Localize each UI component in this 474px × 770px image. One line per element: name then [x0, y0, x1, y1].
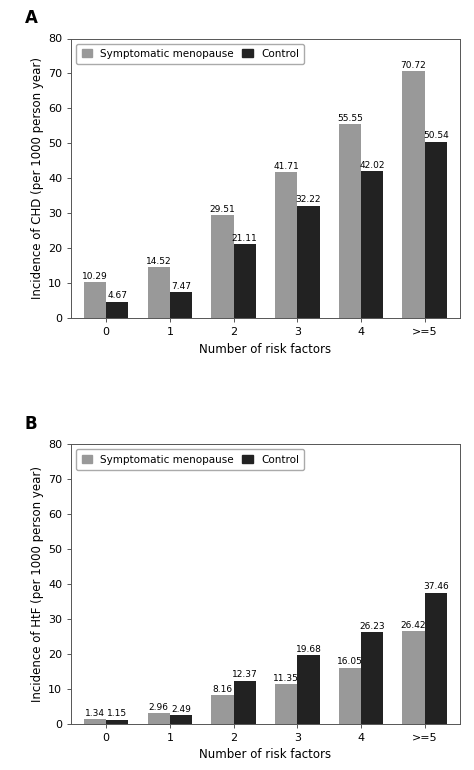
Text: 12.37: 12.37 [232, 670, 257, 679]
Bar [84, 283, 106, 318]
Text: 41.71: 41.71 [273, 162, 299, 171]
Text: 26.42: 26.42 [401, 621, 426, 630]
Bar [339, 668, 361, 724]
Bar [275, 172, 297, 318]
Bar [361, 632, 383, 724]
Bar [425, 593, 447, 724]
Text: 7.47: 7.47 [171, 282, 191, 291]
Text: 42.02: 42.02 [359, 161, 385, 170]
Text: 8.16: 8.16 [212, 685, 232, 694]
Text: 14.52: 14.52 [146, 257, 172, 266]
X-axis label: Number of risk factors: Number of risk factors [200, 748, 331, 762]
Text: 11.35: 11.35 [273, 674, 299, 683]
Text: 19.68: 19.68 [295, 644, 321, 654]
Text: 50.54: 50.54 [423, 131, 449, 140]
Bar [211, 215, 234, 318]
Text: 16.05: 16.05 [337, 658, 363, 666]
Bar [234, 681, 256, 724]
Text: 10.29: 10.29 [82, 272, 108, 281]
Bar [170, 292, 192, 318]
Text: 26.23: 26.23 [359, 621, 385, 631]
Text: 2.96: 2.96 [149, 703, 169, 712]
Text: 37.46: 37.46 [423, 582, 449, 591]
Bar [211, 695, 234, 724]
Text: 2.49: 2.49 [171, 705, 191, 714]
Text: 70.72: 70.72 [401, 61, 427, 69]
Text: 32.22: 32.22 [296, 195, 321, 204]
Text: 1.15: 1.15 [107, 709, 128, 718]
Bar [234, 244, 256, 318]
Bar [297, 655, 319, 724]
Bar [147, 714, 170, 724]
Y-axis label: Incidence of HtF (per 1000 person year): Incidence of HtF (per 1000 person year) [31, 466, 44, 702]
Text: 1.34: 1.34 [85, 708, 105, 718]
Bar [361, 171, 383, 318]
Text: 55.55: 55.55 [337, 114, 363, 122]
Bar [297, 206, 319, 318]
Bar [147, 267, 170, 318]
Bar [275, 684, 297, 724]
Legend: Symptomatic menopause, Control: Symptomatic menopause, Control [76, 44, 304, 64]
Legend: Symptomatic menopause, Control: Symptomatic menopause, Control [76, 449, 304, 470]
Text: 4.67: 4.67 [107, 292, 128, 300]
Bar [84, 719, 106, 724]
Text: 21.11: 21.11 [232, 234, 257, 243]
Bar [402, 631, 425, 724]
Text: 29.51: 29.51 [210, 205, 235, 213]
Bar [339, 124, 361, 318]
Bar [106, 302, 128, 318]
X-axis label: Number of risk factors: Number of risk factors [200, 343, 331, 356]
Bar [106, 720, 128, 724]
Text: A: A [25, 9, 37, 27]
Y-axis label: Incidence of CHD (per 1000 person year): Incidence of CHD (per 1000 person year) [31, 57, 44, 300]
Bar [425, 142, 447, 318]
Text: B: B [25, 415, 37, 433]
Bar [170, 715, 192, 724]
Bar [402, 71, 425, 318]
